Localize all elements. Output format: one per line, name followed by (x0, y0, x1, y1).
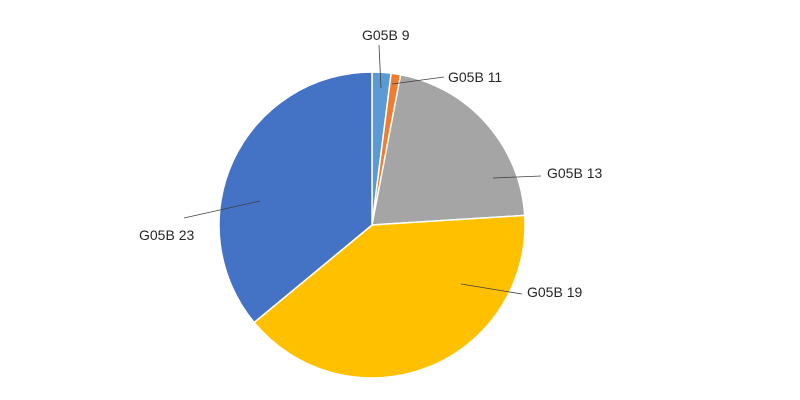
slice-labels: G05B 9 G05B 11 G05B 13 G05B 19 G05B 23 (139, 27, 602, 300)
slice-label: G05B 23 (139, 227, 194, 243)
pie-slice-g05b-23 (218, 71, 373, 324)
leader-line (391, 76, 445, 85)
slice-label: G05B 11 (448, 69, 502, 85)
leader-line (460, 283, 523, 295)
leader-line (492, 175, 542, 179)
leader-lines (183, 44, 542, 295)
slice-label: G05B 13 (547, 165, 602, 181)
pie-slice-g05b-19 (253, 214, 526, 379)
slice-label: G05B 9 (362, 27, 410, 43)
leader-line (183, 200, 261, 219)
slice-label: G05B 19 (527, 284, 582, 300)
leader-line (378, 44, 382, 89)
pie-slice-g05b-13 (371, 73, 526, 226)
pie-slices (218, 71, 526, 379)
